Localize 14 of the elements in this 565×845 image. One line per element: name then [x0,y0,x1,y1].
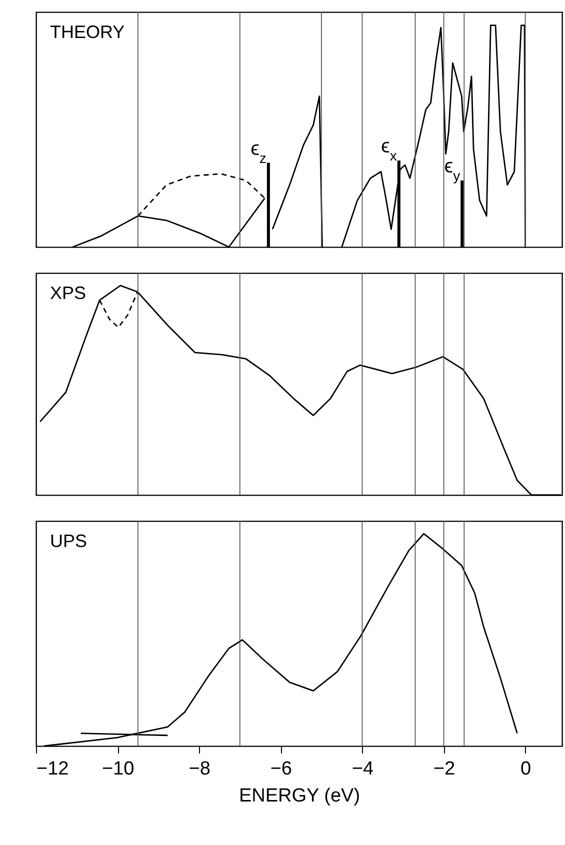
x-tick-label: −8 [188,758,210,780]
x-tick-label: −4 [352,758,374,780]
x-tick-label: −12 [36,758,69,780]
chart-title: UPS [50,531,88,551]
annotation: ϵ$_{y}$ [444,155,460,184]
x-tick-label: 0 [520,758,532,780]
x-tick-label: −10 [102,758,134,780]
x-tick-label: −2 [433,758,456,780]
x-tick-label: −6 [270,758,292,780]
chart-title: THEORY [50,22,125,42]
x-axis-title: ENERGY (eV) [238,786,360,806]
annotation: ϵ$_{z}$ [250,138,266,166]
annotation: ϵ$_{x}$ [381,136,397,164]
chart-title: XPS [50,283,86,303]
